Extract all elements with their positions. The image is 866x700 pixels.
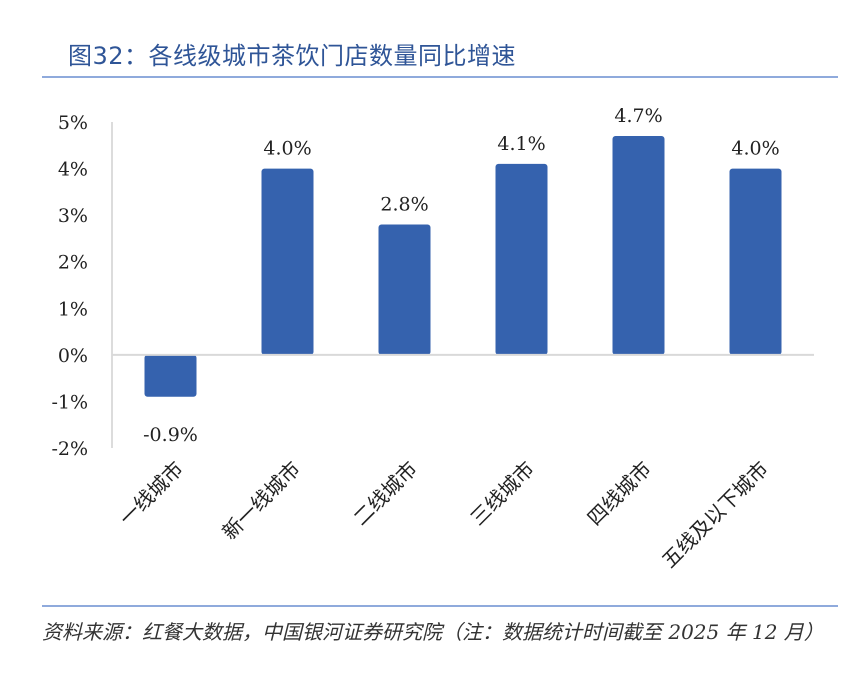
x-tick-label: 三线城市 [465, 457, 539, 531]
y-tick-label: 0% [58, 345, 88, 367]
bar [378, 224, 431, 355]
data-label: 4.1% [497, 133, 545, 155]
x-tick-label: 新一线城市 [217, 457, 305, 545]
y-tick-label: -2% [51, 438, 88, 460]
data-label: 4.0% [263, 138, 311, 160]
y-tick-label: 1% [58, 298, 88, 320]
bar [495, 163, 548, 355]
y-tick-label: 3% [58, 205, 88, 227]
title-rule [42, 76, 838, 78]
x-tick-label: 五线及以下城市 [657, 457, 773, 573]
data-label: 4.7% [614, 105, 662, 127]
bar [261, 168, 314, 355]
bar [144, 354, 197, 397]
source-rule [42, 605, 838, 607]
bar [612, 135, 665, 355]
data-label: -0.9% [143, 424, 198, 446]
y-tick-label: -1% [51, 391, 88, 413]
source-note: 资料来源：红餐大数据，中国银河证券研究院（注：数据统计时间截至 2025 年 1… [42, 620, 824, 644]
chart-title: 图32：各线级城市茶饮门店数量同比增速 [68, 42, 517, 70]
data-label: 2.8% [380, 193, 428, 215]
bar-chart: -2% -1% 0% 1% 2% 3% 4% 5% -0.9% 4.0% 2.8% 4.1% 4.7% 4… [51, 105, 814, 573]
data-label: 4.0% [731, 138, 779, 160]
x-tick-label: 四线城市 [582, 457, 656, 531]
x-tick-label: 二线城市 [348, 457, 422, 531]
y-tick-label: 4% [58, 159, 88, 181]
y-tick-label: 5% [58, 112, 88, 134]
bar [729, 168, 782, 355]
y-tick-label: 2% [58, 252, 88, 274]
x-tick-label: 一线城市 [114, 457, 188, 531]
